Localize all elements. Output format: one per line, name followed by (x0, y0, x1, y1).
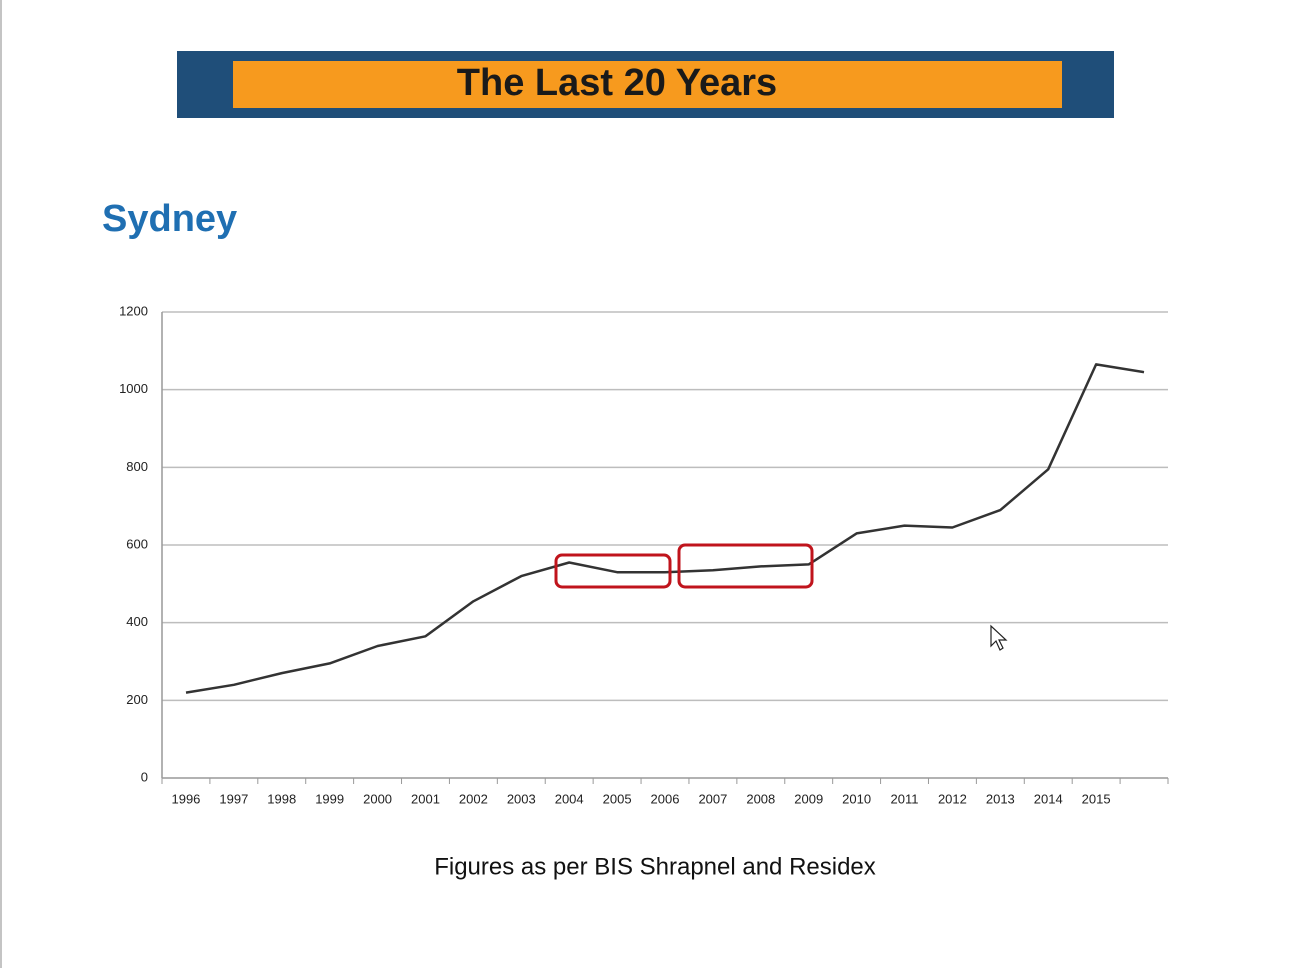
x-tick-label: 2004 (555, 791, 584, 806)
source-note: Figures as per BIS Shrapnel and Residex (434, 853, 876, 880)
y-tick-label: 1000 (119, 381, 148, 396)
y-tick-label: 600 (126, 536, 148, 551)
x-tick-label: 1998 (267, 791, 296, 806)
x-tick-label: 2001 (411, 791, 440, 806)
x-tick-label: 2005 (603, 791, 632, 806)
x-tick-label: 2000 (363, 791, 392, 806)
plot: 0 200 400 600 800 1000 1200 1996 1997 1998 1999 200… (119, 303, 1169, 806)
y-tick-label: 0 (141, 769, 148, 784)
x-tick-label: 2009 (794, 791, 823, 806)
x-tick-label: 2013 (986, 791, 1015, 806)
subtitle: Sydney (102, 198, 237, 240)
x-tick-label: 2008 (746, 791, 775, 806)
x-tick-label: 2006 (651, 791, 680, 806)
y-tick-label: 200 (126, 692, 148, 707)
y-tick-label: 1200 (119, 303, 148, 318)
x-tick-label: 2011 (891, 791, 919, 806)
x-tick-label: 2015 (1082, 791, 1111, 806)
x-tick-label: 2002 (459, 791, 488, 806)
title-band (233, 61, 1062, 108)
x-tick-label: 1999 (315, 791, 344, 806)
x-tick-label: 1997 (219, 791, 248, 806)
highlight-box (677, 543, 814, 589)
y-tick-label: 800 (126, 459, 148, 474)
y-tick-label: 400 (126, 614, 148, 629)
title: The Last 20 Years (457, 62, 777, 104)
x-tick-label: 2010 (842, 791, 871, 806)
highlight-box (554, 553, 672, 589)
x-tick-label: 2003 (507, 791, 536, 806)
series-line (185, 363, 1145, 694)
x-tick-label: 2007 (698, 791, 727, 806)
cursor (990, 624, 1008, 651)
x-tick-label: 2012 (938, 791, 967, 806)
x-tick-label: 2014 (1034, 791, 1063, 806)
x-tick-label: 1996 (171, 791, 200, 806)
